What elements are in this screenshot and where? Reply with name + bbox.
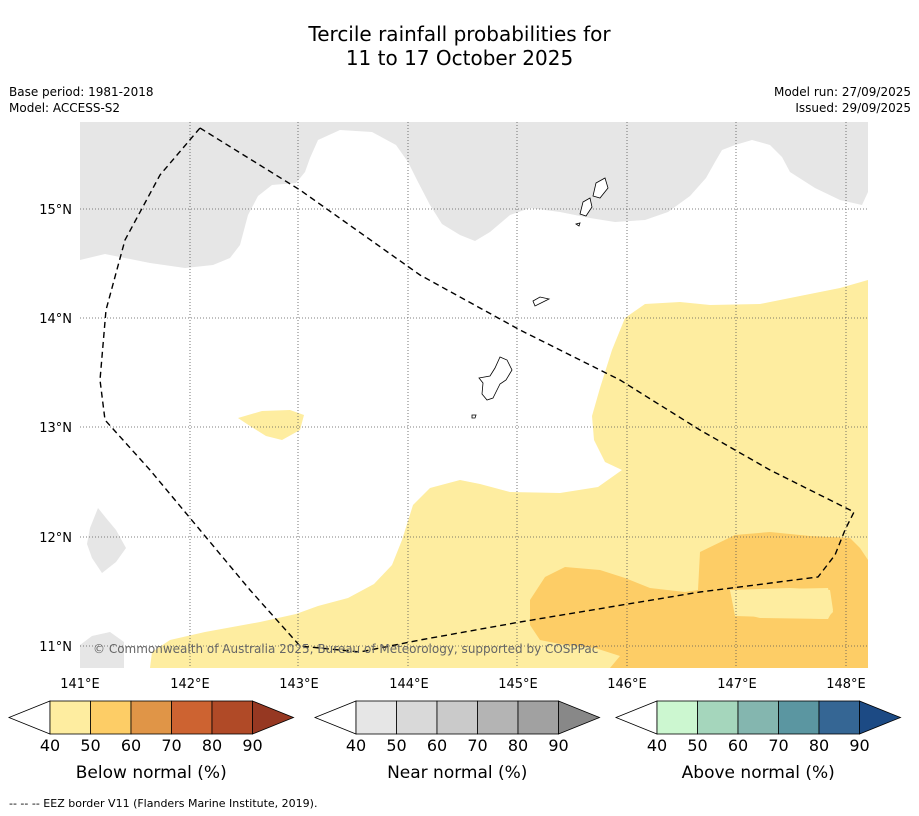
base-period: Base period: 1981-2018 <box>9 85 154 99</box>
colorbar-segment <box>355 700 397 735</box>
colorbar-segment <box>697 700 739 735</box>
lat-label: 12°N <box>39 531 72 546</box>
lon-label: 146°E <box>607 677 647 692</box>
colorbar-segment <box>130 700 172 735</box>
colorbar-label: Below normal (%) <box>76 763 227 783</box>
colorbar-segment <box>436 700 478 735</box>
lat-labels: 15°N 14°N 13°N 12°N 11°N <box>39 203 72 655</box>
near-normal-region-west <box>87 508 126 573</box>
colorbar-segment <box>477 700 519 735</box>
colorbar-segment <box>211 700 253 735</box>
colorbar-underflow-triangle <box>614 700 658 735</box>
below-normal-region-50-60 <box>530 532 868 668</box>
tinian-island <box>579 197 593 217</box>
below-normal-region-40-50 <box>150 280 868 668</box>
lon-label: 141°E <box>60 677 100 692</box>
colorbar-tick-label: 50 <box>687 736 707 755</box>
chart-title: Tercile rainfall probabilities for 11 to… <box>0 22 919 70</box>
near-normal-region-northwest <box>80 122 125 130</box>
below-normal-region-small <box>238 410 304 440</box>
colorbar-overflow-triangle <box>252 700 295 735</box>
lon-label: 142°E <box>170 677 210 692</box>
model-name: Model: ACCESS-S2 <box>9 101 121 115</box>
lat-label: 11°N <box>39 640 72 655</box>
colorbar-segment <box>737 700 779 735</box>
gridlines <box>80 122 868 668</box>
colorbar-overflow-triangle <box>859 700 902 735</box>
colorbar-tick-label: 50 <box>80 736 100 755</box>
colorbar-tick-label: 70 <box>467 736 487 755</box>
colorbar-segment <box>778 700 820 735</box>
issued-date: Issued: 29/09/2025 <box>795 101 911 115</box>
lat-label: 15°N <box>39 203 72 218</box>
eez-border <box>99 127 855 653</box>
colorbar-underflow-triangle <box>7 700 51 735</box>
lat-label: 14°N <box>39 312 72 327</box>
near-normal-region-north <box>80 122 868 268</box>
colorbar-overflow-triangle <box>558 700 601 735</box>
lon-labels: 141°E 142°E 143°E 144°E 145°E 146°E 147°… <box>60 677 866 692</box>
colorbar-segment <box>90 700 132 735</box>
cocos-island <box>471 414 477 419</box>
colorbar-segment <box>818 700 860 735</box>
colorbar-tick-label: 60 <box>121 736 141 755</box>
colorbar-tick-label: 40 <box>346 736 366 755</box>
copyright-text: © Commonwealth of Australia 2025, Bureau… <box>93 642 598 656</box>
colorbar-segment <box>171 700 213 735</box>
colorbar-tick-label: 80 <box>202 736 222 755</box>
colorbar-segment <box>396 700 438 735</box>
colorbar-3: 40 50 60 70 80 90 Above normal (%) <box>614 700 902 783</box>
colorbar-label: Near normal (%) <box>387 763 527 783</box>
colorbar-tick-label: 70 <box>161 736 181 755</box>
meta-left: Base period: 1981-2018 Model: ACCESS-S2 <box>9 84 154 116</box>
map-area: © Commonwealth of Australia 2025, Bureau… <box>80 122 868 668</box>
colorbar-tick-label: 60 <box>728 736 748 755</box>
lon-label: 143°E <box>279 677 319 692</box>
colorbar-segment <box>656 700 698 735</box>
meta-right: Model run: 27/09/2025 Issued: 29/09/2025 <box>774 84 911 116</box>
colorbar-segment <box>517 700 559 735</box>
colorbar-tick-label: 80 <box>809 736 829 755</box>
colorbar-segment <box>49 700 91 735</box>
title-line-2: 11 to 17 October 2025 <box>345 46 574 70</box>
model-run: Model run: 27/09/2025 <box>773 85 911 99</box>
lat-label: 13°N <box>39 421 72 436</box>
lon-label: 148°E <box>826 677 866 692</box>
title-line-1: Tercile rainfall probabilities for <box>308 22 611 46</box>
saipan-island <box>592 177 609 199</box>
colorbar-label: Above normal (%) <box>682 763 835 783</box>
below-normal-inner-hole <box>730 588 833 619</box>
islands <box>471 177 609 419</box>
colorbars: 40 50 60 70 80 90 Below normal (%) 40 50 60 70 80 90… <box>7 700 902 783</box>
colorbar-tick-label: 60 <box>427 736 447 755</box>
rota-island <box>532 296 551 307</box>
colorbar-tick-label: 40 <box>40 736 60 755</box>
colorbar-tick-label: 50 <box>386 736 406 755</box>
colorbar-tick-label: 70 <box>768 736 788 755</box>
lon-label: 145°E <box>498 677 538 692</box>
colorbar-tick-label: 90 <box>242 736 262 755</box>
near-normal-region-northeast <box>790 122 868 150</box>
near-normal-region-southwest <box>80 632 124 668</box>
colorbar-1: 40 50 60 70 80 90 Below normal (%) <box>7 700 295 783</box>
colorbar-tick-label: 40 <box>647 736 667 755</box>
eez-legend-text: -- -- -- EEZ border V11 (Flanders Marine… <box>9 797 318 810</box>
colorbar-tick-label: 90 <box>548 736 568 755</box>
colorbar-2: 40 50 60 70 80 90 Near normal (%) <box>313 700 601 783</box>
colorbar-underflow-triangle <box>313 700 357 735</box>
colorbar-tick-label: 90 <box>849 736 869 755</box>
guam-island <box>478 356 513 401</box>
colorbar-tick-label: 80 <box>508 736 528 755</box>
aguijan-island <box>575 222 581 227</box>
lon-label: 144°E <box>389 677 429 692</box>
lon-label: 147°E <box>717 677 757 692</box>
